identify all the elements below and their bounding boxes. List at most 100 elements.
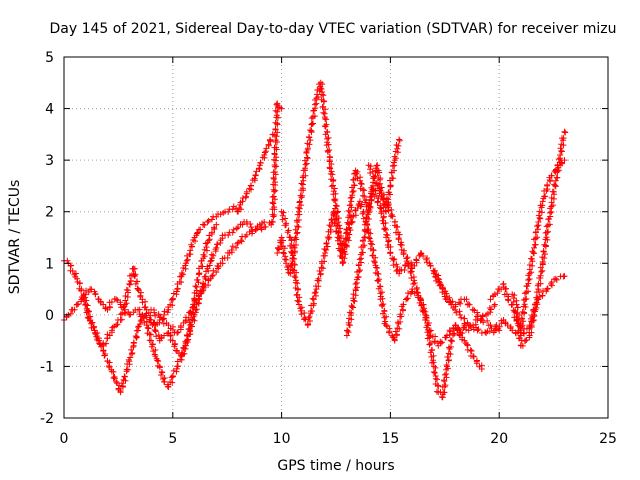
y-tick-label: 0: [45, 308, 54, 324]
data-point: [85, 289, 92, 296]
data-point: [290, 252, 297, 259]
data-point: [307, 308, 314, 315]
data-point: [288, 249, 295, 256]
data-point: [487, 296, 494, 303]
data-point: [380, 195, 387, 202]
data-point: [225, 232, 232, 239]
data-point: [103, 340, 110, 347]
data-point: [161, 308, 168, 315]
data-point: [385, 207, 392, 214]
data-point: [160, 320, 167, 327]
data-point: [131, 272, 138, 279]
data-point: [468, 348, 475, 355]
data-point: [439, 393, 446, 400]
data-point: [374, 198, 381, 205]
data-point: [155, 311, 162, 318]
data-point: [432, 364, 439, 371]
data-point: [278, 234, 285, 241]
data-point: [184, 339, 191, 346]
data-point: [118, 316, 125, 323]
data-point: [194, 229, 201, 236]
data-point: [273, 154, 280, 161]
data-point: [531, 301, 538, 308]
data-point: [161, 378, 168, 385]
data-point: [229, 229, 236, 236]
data-point: [308, 127, 315, 134]
data-point: [297, 192, 304, 199]
data-point: [324, 148, 331, 155]
data-point: [378, 208, 385, 215]
data-point: [351, 298, 358, 305]
data-point: [391, 153, 398, 160]
data-point: [378, 210, 385, 217]
data-point: [94, 330, 101, 337]
data-point: [169, 379, 176, 386]
data-point: [97, 298, 104, 305]
data-point: [556, 159, 563, 166]
data-point: [325, 141, 332, 148]
data-point: [328, 160, 335, 167]
data-point: [170, 367, 177, 374]
data-point: [296, 205, 303, 212]
data-point: [310, 120, 317, 127]
data-point: [494, 290, 501, 297]
data-point: [364, 222, 371, 229]
data-point: [152, 347, 159, 354]
data-point: [551, 168, 558, 175]
data-point: [531, 311, 538, 318]
data-point: [538, 268, 545, 275]
data-point: [554, 168, 561, 175]
data-point: [353, 170, 360, 177]
data-point: [307, 127, 314, 134]
data-point: [84, 302, 91, 309]
data-point: [345, 319, 352, 326]
data-point: [396, 231, 403, 238]
data-point: [369, 241, 376, 248]
data-point: [373, 162, 380, 169]
data-point: [309, 121, 316, 128]
data-point: [470, 353, 477, 360]
data-point: [83, 297, 90, 304]
data-point: [347, 195, 354, 202]
data-point: [349, 303, 356, 310]
data-point: [362, 219, 369, 226]
data-point: [100, 301, 107, 308]
data-point: [323, 246, 330, 253]
data-point: [370, 175, 377, 182]
data-point: [208, 273, 215, 280]
data-point: [397, 311, 404, 318]
data-point: [326, 164, 333, 171]
data-point: [108, 298, 115, 305]
data-point: [313, 100, 320, 107]
data-point: [405, 290, 412, 297]
data-point: [149, 341, 156, 348]
data-point: [168, 297, 175, 304]
data-point: [282, 260, 289, 267]
data-point: [519, 342, 526, 349]
data-point: [525, 288, 532, 295]
data-point: [261, 151, 268, 158]
data-point: [533, 294, 540, 301]
data-point: [361, 242, 368, 249]
data-point: [408, 264, 415, 271]
data-point: [273, 101, 280, 108]
data-point: [321, 258, 328, 265]
data-point: [420, 253, 427, 260]
data-point: [479, 312, 486, 319]
data-point: [178, 269, 185, 276]
data-point: [323, 128, 330, 135]
data-point: [261, 219, 268, 226]
data-point: [366, 209, 373, 216]
data-point: [445, 357, 452, 364]
data-point: [279, 237, 286, 244]
data-point: [68, 262, 75, 269]
data-point: [343, 332, 350, 339]
data-point: [348, 309, 355, 316]
data-point: [213, 244, 220, 251]
data-point: [440, 389, 447, 396]
data-point: [69, 268, 76, 275]
data-point: [89, 319, 96, 326]
data-point: [324, 234, 331, 241]
data-point: [510, 298, 517, 305]
data-point: [558, 148, 565, 155]
